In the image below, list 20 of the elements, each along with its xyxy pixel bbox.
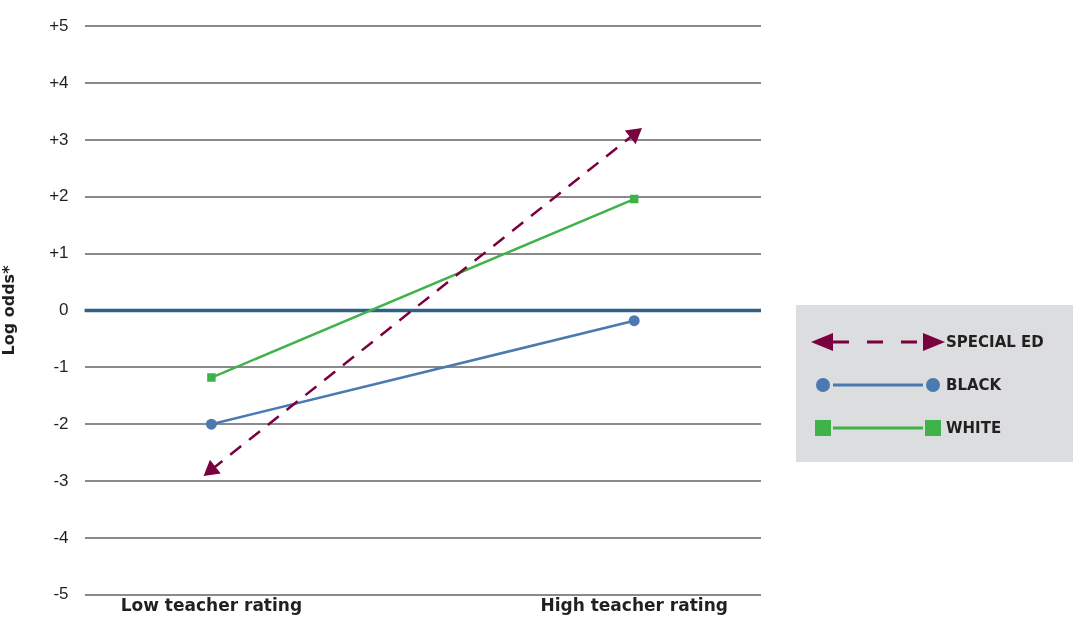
y-tick-label: -5 bbox=[53, 584, 69, 604]
legend-label: BLACK bbox=[946, 375, 1003, 394]
y-tick-label: +2 bbox=[49, 186, 69, 206]
y-tick-label: 0 bbox=[59, 300, 69, 320]
x-tick-label: Low teacher rating bbox=[120, 595, 303, 616]
legend-label: SPECIAL ED bbox=[946, 332, 1044, 351]
x-tick-label: High teacher rating bbox=[540, 595, 728, 616]
y-tick-label: -3 bbox=[53, 470, 69, 490]
y-axis-title: Log odds* bbox=[0, 264, 18, 356]
y-tick-label: +3 bbox=[49, 129, 69, 149]
y-tick-label: +4 bbox=[49, 72, 69, 92]
y-tick-label: +5 bbox=[49, 15, 69, 35]
point bbox=[205, 418, 217, 430]
y-tick-label: -2 bbox=[53, 413, 69, 433]
point bbox=[207, 373, 216, 382]
y-tick-label: -1 bbox=[53, 357, 69, 377]
legend-label: WHITE bbox=[946, 418, 1002, 437]
point bbox=[628, 315, 640, 327]
y-tick-label: +1 bbox=[49, 243, 69, 263]
y-tick-label: -4 bbox=[53, 527, 69, 547]
